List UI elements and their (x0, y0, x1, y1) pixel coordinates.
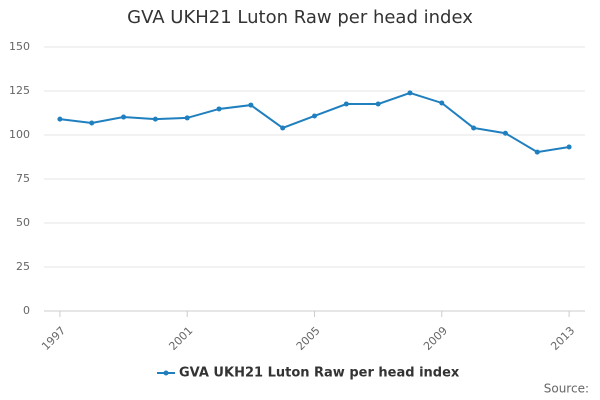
y-tick-label: 25 (16, 260, 30, 273)
legend-label: GVA UKH21 Luton Raw per head index (179, 366, 460, 381)
x-tick-label: 2013 (548, 324, 577, 353)
y-tick-label: 100 (9, 128, 30, 141)
source: Source: (544, 382, 589, 396)
point (280, 125, 286, 131)
y-tick-label: 50 (16, 216, 30, 229)
point (121, 114, 127, 120)
x-tick-label: 2009 (421, 324, 450, 353)
x-tick-label: 2001 (166, 324, 195, 353)
y-tick-label: 75 (16, 172, 30, 185)
line (59, 91, 570, 154)
y-tick-label: 125 (9, 84, 30, 97)
point (152, 116, 158, 122)
point (248, 102, 254, 108)
point (471, 125, 477, 131)
point (407, 90, 413, 96)
point (312, 113, 317, 119)
point (184, 115, 190, 121)
chart-title: GVA UKH21 Luton Raw per head index (127, 7, 473, 28)
legend-marker (163, 370, 169, 376)
y-tick-label: 150 (9, 40, 30, 53)
point (439, 100, 445, 106)
x-tick-label: 1997 (39, 324, 68, 353)
y-tick-label: 0 (23, 304, 30, 317)
point (375, 101, 381, 107)
point (566, 144, 572, 150)
point (534, 149, 540, 155)
point (57, 116, 63, 122)
point (343, 101, 349, 107)
point (502, 130, 508, 136)
x-tick-label: 2005 (294, 324, 323, 353)
point (216, 106, 222, 112)
point (89, 120, 95, 126)
